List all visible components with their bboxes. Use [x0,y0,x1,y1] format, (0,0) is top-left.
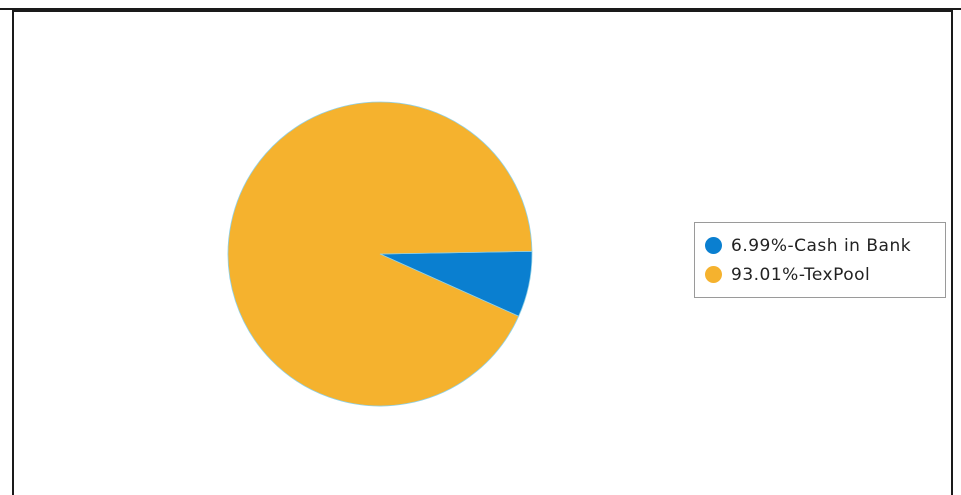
legend-entry-texpool: 93.01%-TexPool [705,260,945,289]
legend-entry-cash-in-bank: 6.99%-Cash in Bank [705,231,945,260]
legend-swatch-texpool [705,266,722,283]
legend-label-cash-in-bank: 6.99%-Cash in Bank [731,235,912,256]
pie-slice-texpool [227,101,533,407]
chart-legend: 6.99%-Cash in Bank 93.01%-TexPool [694,222,946,298]
legend-swatch-cash-in-bank [705,237,722,254]
legend-label-texpool: 93.01%-TexPool [731,264,871,285]
top-rule [0,0,961,10]
